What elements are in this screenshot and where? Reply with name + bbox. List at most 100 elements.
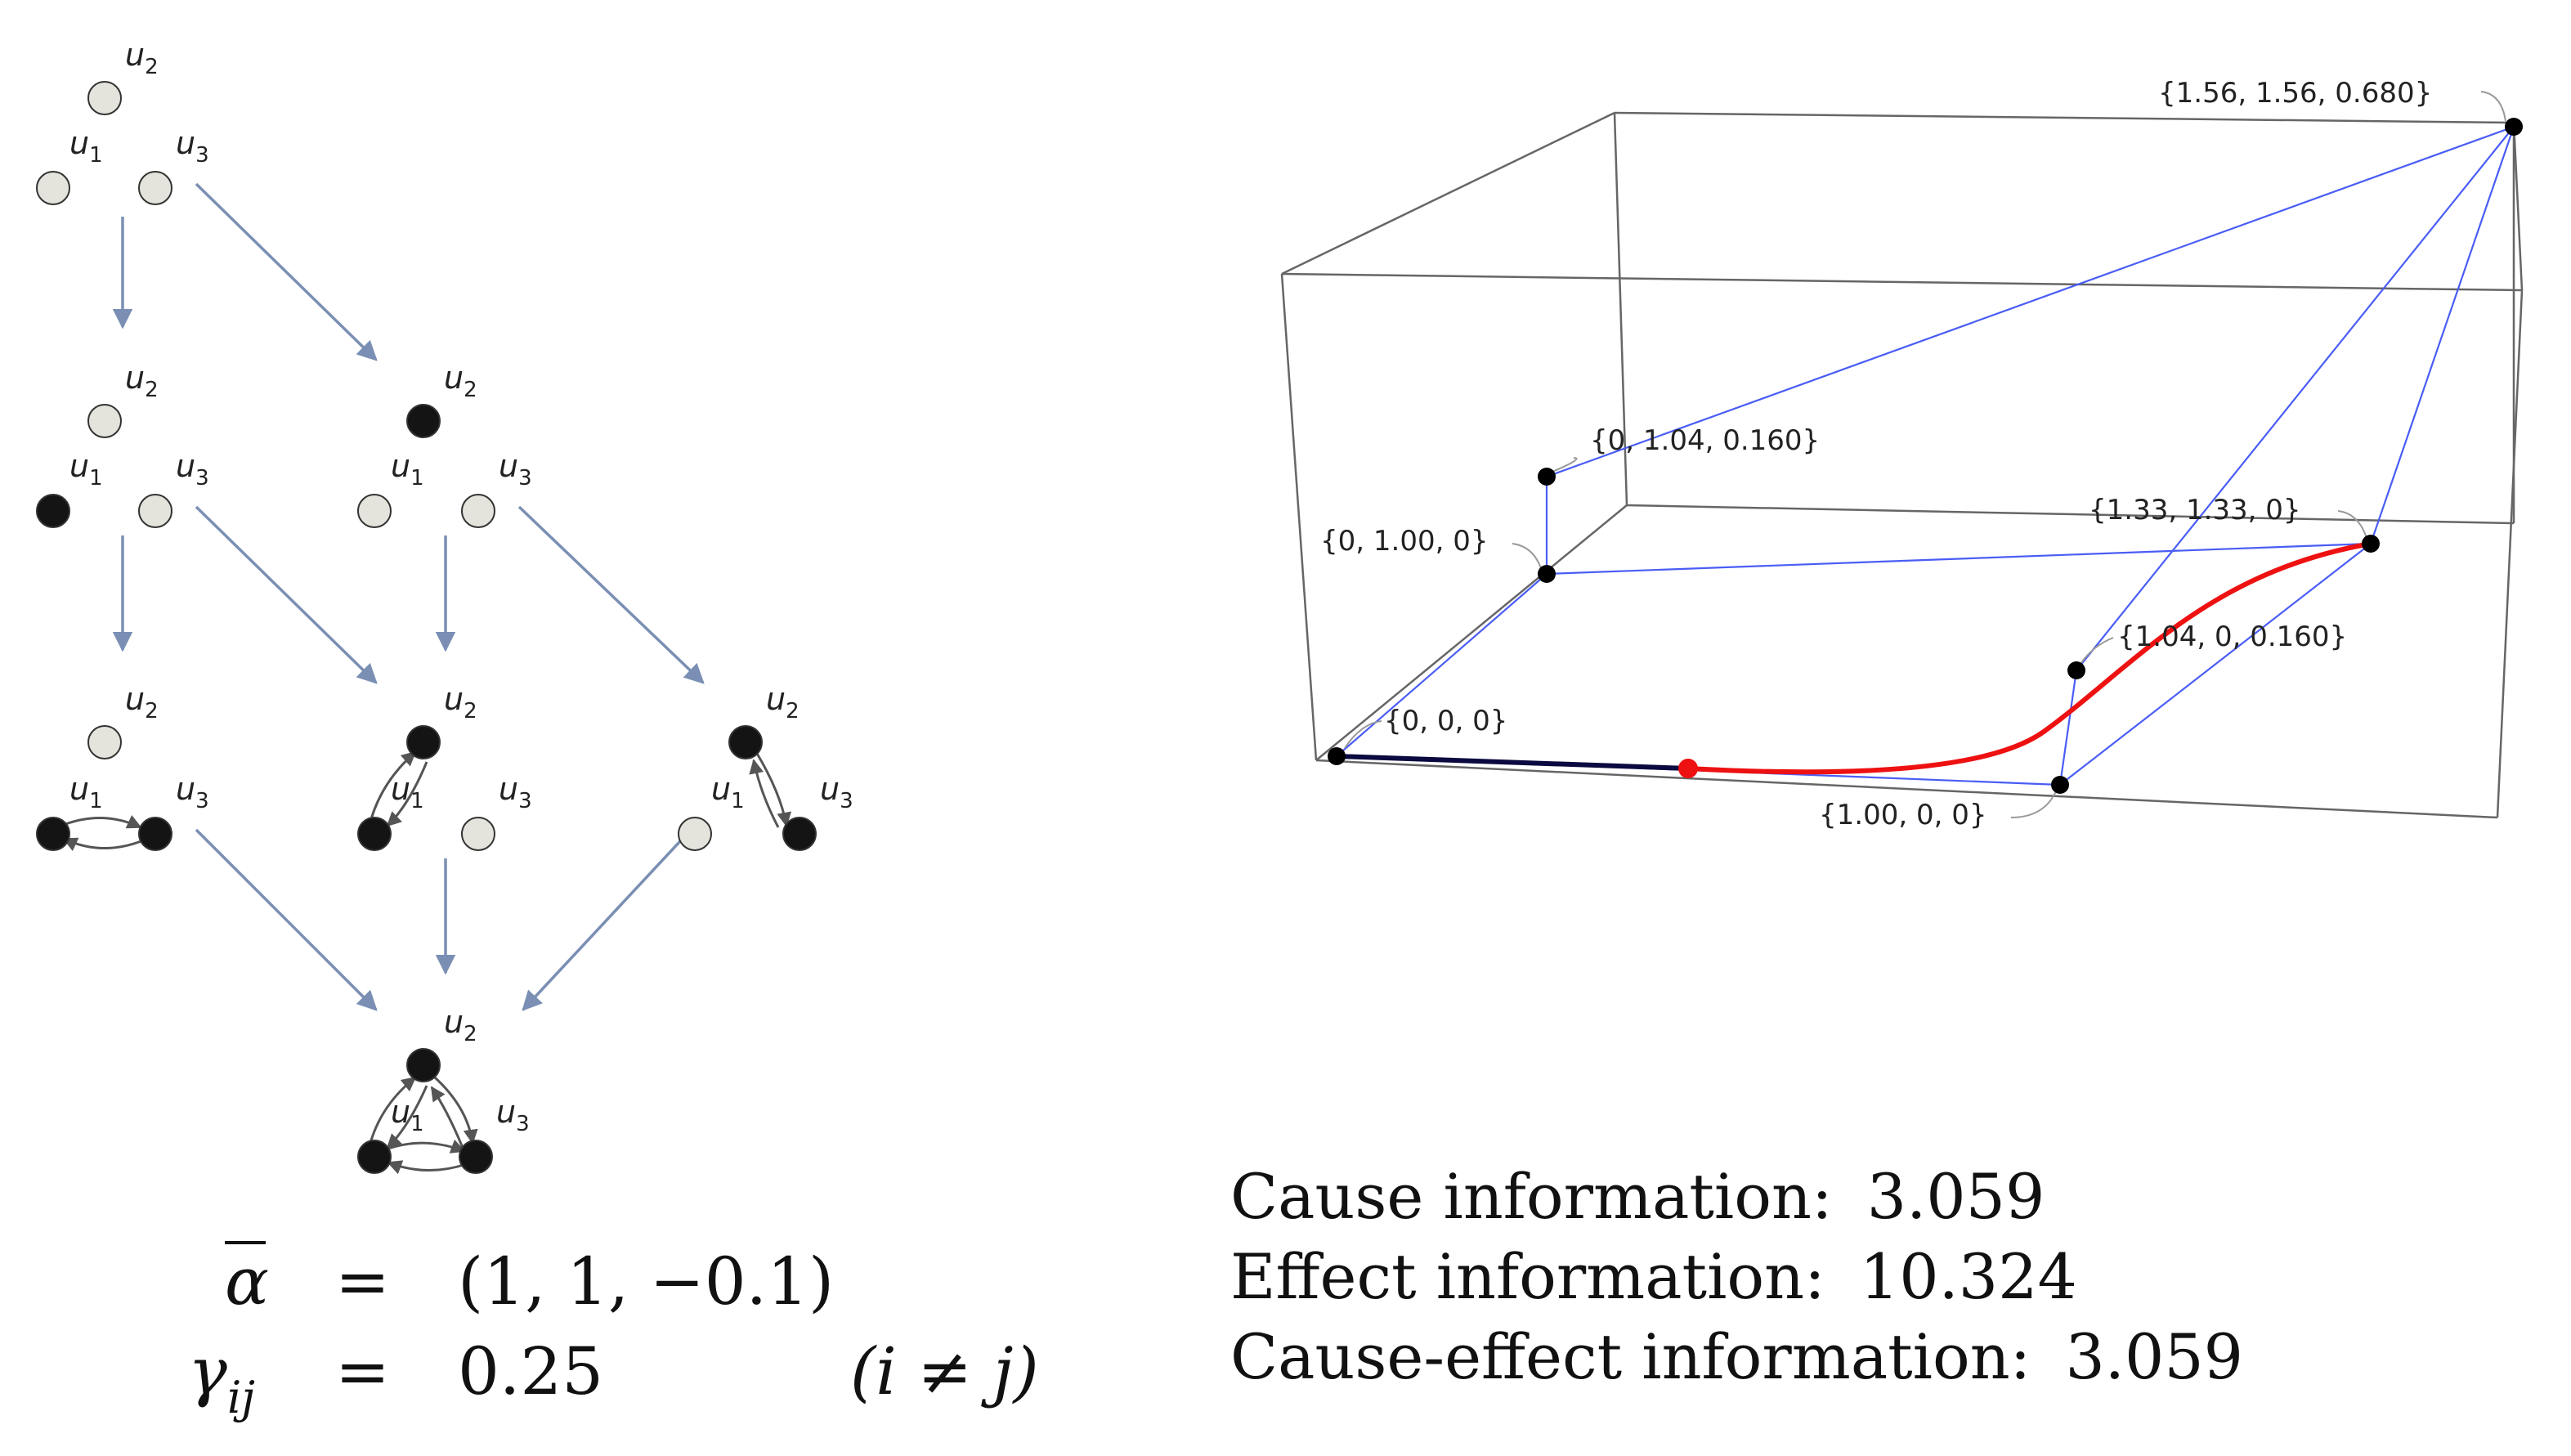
label-u2-letter: u [125,37,145,73]
arrow-s5-s6 [522,828,692,1011]
node-u3-on [138,817,172,851]
blue-edge [1546,542,2372,576]
point-label: {0, 1.00, 0} [1320,525,1488,558]
dark-path-segment [1336,754,1689,771]
label-u1: u1 [391,771,424,813]
label-u1: u1 [69,125,103,168]
cause-information-value: 3.059 [1867,1160,2045,1233]
label-u3-letter: u [176,448,195,484]
callout [2080,637,2114,665]
arrow-s2-s5 [517,505,705,684]
node-u3-on [782,817,817,851]
coupling-s3-u3-u1 [62,837,144,852]
label-u2-subscript: 2 [145,378,159,402]
box-edge [1626,504,2515,525]
label-u2-subscript: 2 [464,699,477,724]
blue-edge [2059,543,2372,786]
coupling-s4-u1-u2 [370,750,417,820]
label-u1-letter: u [69,771,89,807]
label-u3-subscript: 3 [518,789,532,813]
label-u3: u3 [499,771,532,813]
label-u1-subscript: 1 [410,1112,424,1136]
label-u1-subscript: 1 [410,466,424,491]
label-u2: u2 [125,681,159,724]
box-edge [1281,272,2523,292]
vertex-point [2051,776,2069,794]
callout [1512,543,1542,569]
node-u1-off [678,817,712,851]
gamma-condition: (i ≠ j) [850,1333,1039,1409]
label-u1-subscript: 1 [731,789,745,813]
coupling-s4-u2-u1 [386,761,428,827]
label-u3: u3 [496,1094,530,1136]
label-u3-letter: u [499,448,518,484]
cause-information-label: Cause information: [1230,1160,1833,1233]
point-label: {0, 1.04, 0.160} [1590,424,1820,457]
label-u2-letter: u [444,681,464,717]
gamma-symbol: γ [188,1333,227,1409]
vertices [1328,118,2523,794]
cause-effect-information-label: Cause-effect information: [1230,1320,2031,1393]
label-u3-letter: u [499,771,518,807]
info-block: Cause information: 3.059 Effect informat… [1230,1160,2243,1393]
label-u2: u2 [766,681,800,724]
coupling-s6-u2-u3 [433,1076,478,1145]
node-u2-off [87,81,122,115]
point-labels: {1.56, 1.56, 0.680} {0, 1.04, 0.160} {0,… [1320,77,2432,831]
label-u3-subscript: 3 [840,789,853,813]
label-u1-subscript: 1 [89,466,103,491]
coupling-s6-u3-u1 [387,1160,467,1175]
gamma-subscript: ij [227,1372,255,1423]
node-u1-off [36,171,70,205]
label-u3: u3 [499,448,532,491]
vertex-point [2067,661,2085,679]
effect-information-value: 10.324 [1860,1240,2077,1313]
arrow-s1-s4 [195,505,378,684]
callout-lines [1344,91,2506,818]
box-edge [1613,112,1628,506]
box-edge [1614,111,2515,124]
node-u1-on [36,494,70,528]
red-point [1678,759,1698,778]
label-u3-subscript: 3 [516,1112,530,1136]
label-u1-subscript: 1 [89,789,103,813]
blue-edge [2369,126,2515,544]
node-u1-off [357,494,392,528]
label-u1: u1 [391,448,424,491]
node-u2-on [406,1048,441,1082]
label-u2: u2 [444,681,477,724]
lattice-arrows [112,182,705,1011]
label-u2-subscript: 2 [145,699,159,724]
label-u2: u2 [444,360,477,402]
coupling-s6-u1-u3 [387,1139,466,1154]
box-edge [1281,111,1615,276]
box-edge [2512,122,2524,291]
label-u1-letter: u [69,125,89,161]
label-u2: u2 [125,37,159,79]
label-u3-letter: u [176,771,195,807]
label-u1-letter: u [391,1094,410,1130]
label-u2: u2 [125,360,159,402]
vertex-point [2362,535,2380,553]
label-u2-letter: u [766,681,786,717]
node-u3-off [138,494,172,528]
node-u3-on [459,1140,493,1174]
cause-effect-information-value: 3.059 [2065,1320,2243,1393]
alpha-equals: = [335,1243,390,1319]
label-u1-subscript: 1 [89,143,103,168]
node-u2-on [728,725,763,759]
label-u1-letter: u [391,448,410,484]
callout [2010,791,2057,818]
label-u1-letter: u [69,448,89,484]
label-u3-subscript: 3 [195,789,209,813]
node-u2-on [406,404,441,438]
coupling-s6-u3-u2 [430,1086,464,1149]
label-u3-subscript: 3 [195,466,209,491]
callout [2480,91,2506,122]
label-u1-letter: u [391,771,410,807]
